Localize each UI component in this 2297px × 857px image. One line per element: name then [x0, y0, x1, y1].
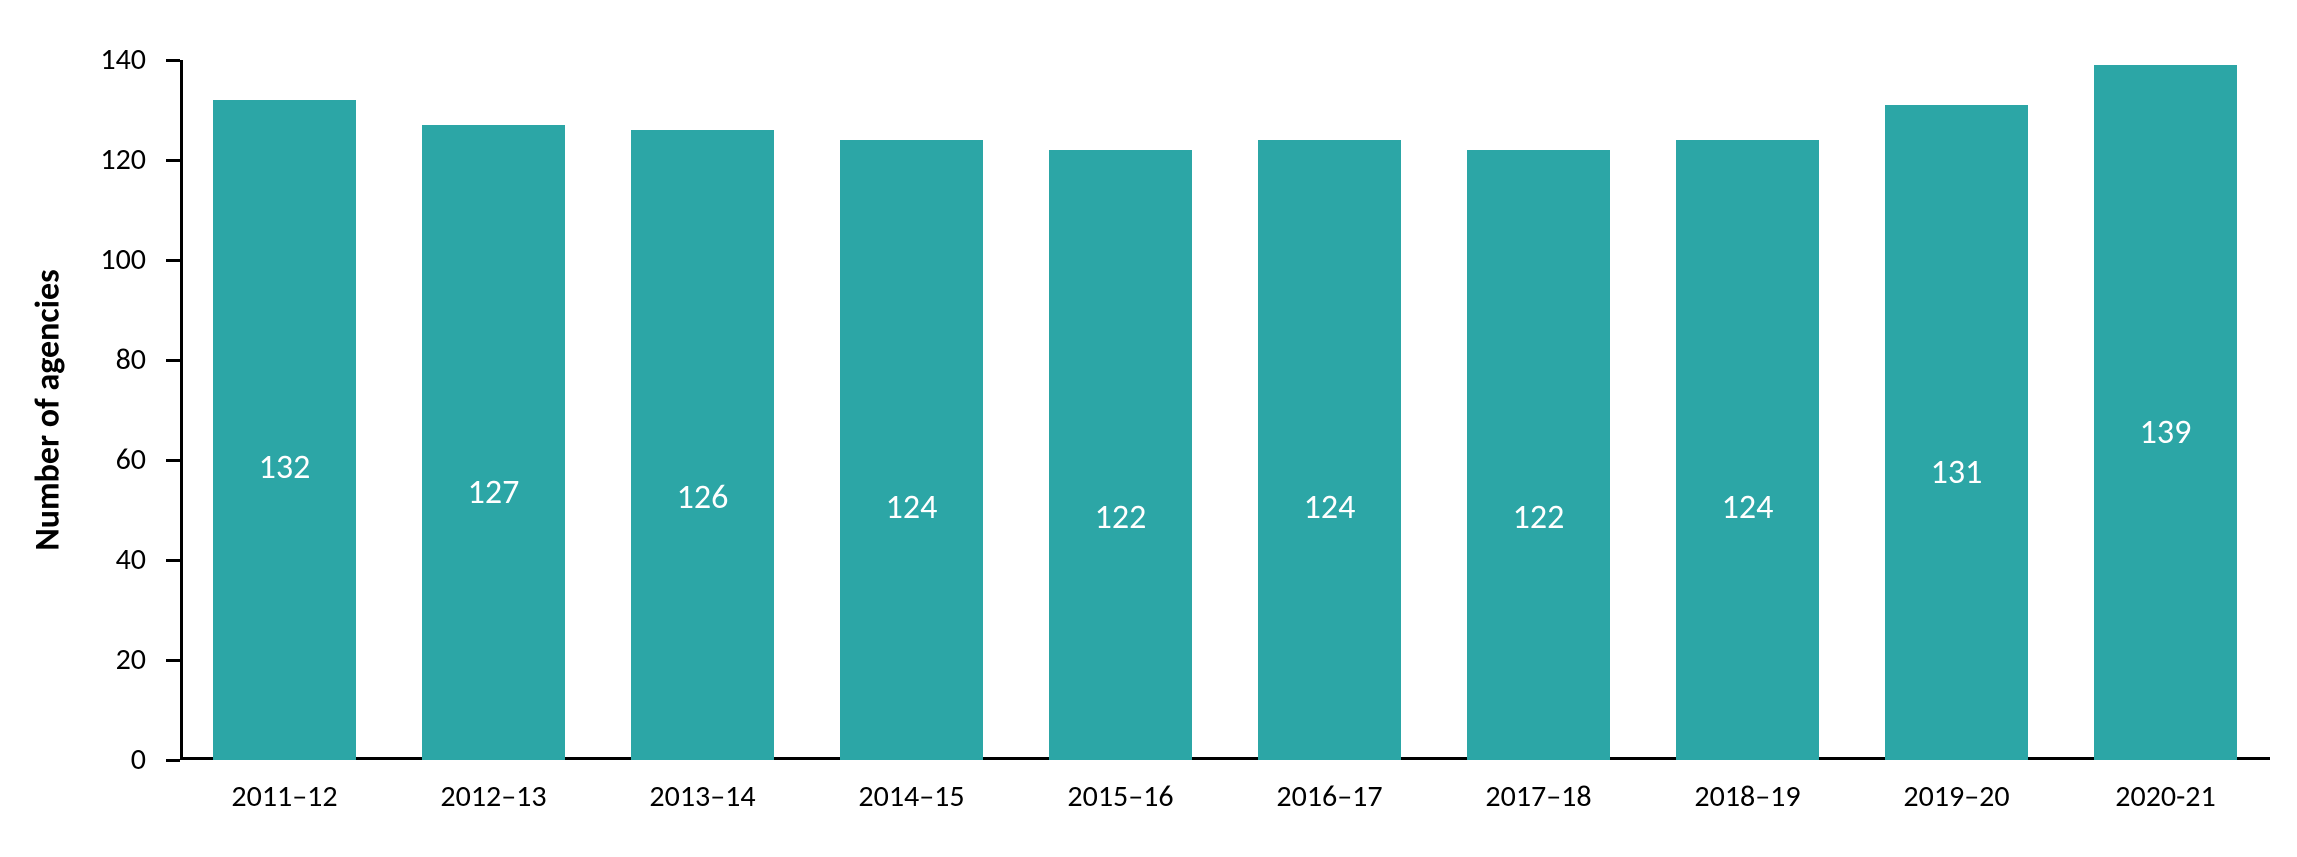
y-tick [166, 659, 180, 662]
bar-value-label: 127 [422, 472, 564, 513]
bar: 132 [213, 100, 355, 760]
bar-value-label: 126 [631, 477, 773, 518]
x-tick-label: 2011–12 [180, 778, 389, 815]
bar-value-label: 122 [1467, 497, 1609, 538]
y-tick-label: 120 [46, 141, 146, 178]
y-tick-label: 20 [46, 641, 146, 678]
bar-value-label: 132 [213, 447, 355, 488]
bar-value-label: 131 [1885, 452, 2027, 493]
x-tick-label: 2014–15 [807, 778, 1016, 815]
x-tick-label: 2019–20 [1852, 778, 2061, 815]
y-tick [166, 759, 180, 762]
plot-area: 0204060801001201401322011–121272012–1312… [180, 60, 2270, 760]
y-tick [166, 59, 180, 62]
x-tick-label: 2015–16 [1016, 778, 1225, 815]
bar: 127 [422, 125, 564, 760]
bar-value-label: 139 [2094, 412, 2236, 453]
bar-value-label: 122 [1049, 497, 1191, 538]
bar: 131 [1885, 105, 2027, 760]
bar: 124 [1676, 140, 1818, 760]
bar: 139 [2094, 65, 2236, 760]
y-tick-label: 0 [46, 741, 146, 778]
y-tick-label: 140 [46, 41, 146, 78]
y-axis-title: Number of agencies [28, 269, 69, 550]
bar: 124 [1258, 140, 1400, 760]
y-tick [166, 359, 180, 362]
bar-value-label: 124 [840, 487, 982, 528]
bar: 122 [1467, 150, 1609, 760]
y-tick [166, 259, 180, 262]
bar-value-label: 124 [1258, 487, 1400, 528]
y-tick-label: 100 [46, 241, 146, 278]
y-tick-label: 40 [46, 541, 146, 578]
bar: 124 [840, 140, 982, 760]
x-tick-label: 2020-21 [2061, 778, 2270, 815]
x-tick-label: 2013–14 [598, 778, 807, 815]
y-tick [166, 459, 180, 462]
y-tick-label: 80 [46, 341, 146, 378]
x-tick-label: 2018–19 [1643, 778, 1852, 815]
bar-value-label: 124 [1676, 487, 1818, 528]
y-tick-label: 60 [46, 441, 146, 478]
agencies-bar-chart: Number of agencies 020406080100120140132… [0, 0, 2297, 857]
bar: 126 [631, 130, 773, 760]
y-axis-line [180, 60, 183, 760]
x-tick-label: 2017–18 [1434, 778, 1643, 815]
y-tick [166, 559, 180, 562]
x-tick-label: 2012–13 [389, 778, 598, 815]
bar: 122 [1049, 150, 1191, 760]
x-tick-label: 2016–17 [1225, 778, 1434, 815]
y-tick [166, 159, 180, 162]
